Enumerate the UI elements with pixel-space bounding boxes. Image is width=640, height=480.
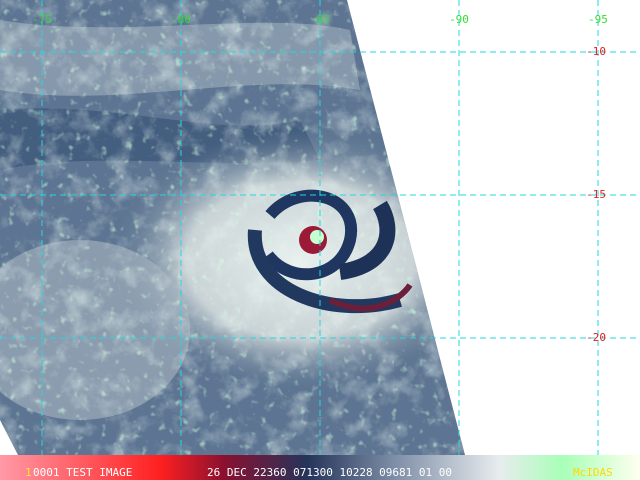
image-info: 26 DEC 22360 071300 10228 09681 01 00 [207,466,452,479]
longitude-label: -85 [310,13,330,26]
status-bar: 1 0001 TEST IMAGE 26 DEC 22360 071300 10… [0,455,640,480]
latitude-label: -10 [586,45,606,58]
longitude-label: -80 [171,13,191,26]
frame-number: 1 [25,466,32,479]
longitude-label: -75 [32,13,52,26]
longitude-label: -90 [449,13,469,26]
latitude-labels: -10 -15 -20 [586,45,606,344]
brand: McIDAS [573,466,613,479]
graticule [0,0,640,455]
color-scale [0,455,640,480]
latitude-label: -15 [586,188,606,201]
longitude-label: -95 [588,13,608,26]
longitude-labels: -75 -80 -85 -90 -95 [32,13,608,26]
latitude-label: -20 [586,331,606,344]
image-name: 0001 TEST IMAGE [33,466,132,479]
